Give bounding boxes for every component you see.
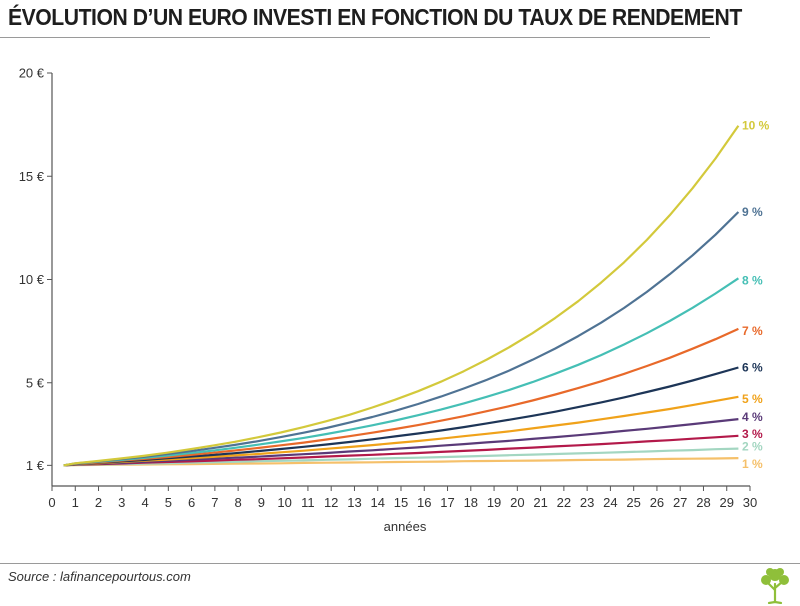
x-tick-label: 15	[394, 495, 408, 510]
x-tick-label: 24	[603, 495, 617, 510]
x-tick-label: 16	[417, 495, 431, 510]
y-tick-label: 5 €	[26, 375, 45, 390]
series-line	[63, 434, 739, 467]
x-tick-label: 9	[258, 495, 265, 510]
series-line	[63, 447, 739, 467]
series-line	[63, 366, 739, 467]
series-line	[63, 395, 739, 467]
title-divider	[0, 37, 710, 38]
x-tick-label: 5	[165, 495, 172, 510]
chart-series	[63, 125, 740, 467]
series-label: 4 %	[742, 410, 763, 424]
series-label: 2 %	[742, 440, 763, 454]
x-tick-label: 4	[141, 495, 148, 510]
y-tick-label: 20 €	[19, 66, 45, 81]
x-tick-label: 27	[673, 495, 687, 510]
tree-logo-icon	[761, 568, 789, 604]
chart-title: ÉVOLUTION D’UN EURO INVESTI EN FONCTION …	[8, 4, 742, 30]
x-tick-label: 11	[301, 495, 315, 510]
x-tick-label: 14	[370, 495, 384, 510]
x-tick-label: 26	[650, 495, 664, 510]
x-tick-label: 22	[557, 495, 571, 510]
x-tick-label: 8	[235, 495, 242, 510]
y-tick-label: 1 €	[26, 458, 45, 473]
x-tick-label: 12	[324, 495, 338, 510]
x-axis-label: années	[384, 519, 427, 534]
x-tick-label: 2	[95, 495, 102, 510]
x-tick-label: 7	[211, 495, 218, 510]
series-label: 5 %	[742, 392, 763, 406]
x-tick-label: 3	[118, 495, 125, 510]
x-tick-label: 20	[510, 495, 524, 510]
x-tick-label: 13	[347, 495, 361, 510]
series-label: 3 %	[742, 427, 763, 441]
x-tick-label: 23	[580, 495, 594, 510]
series-label: 10 %	[742, 119, 770, 133]
series-line	[63, 277, 740, 467]
x-tick-label: 25	[626, 495, 640, 510]
source-note: Source : lafinancepourtous.com	[8, 569, 191, 584]
x-tick-label: 0	[48, 495, 55, 510]
series-label: 9 %	[742, 205, 763, 219]
series-line	[63, 418, 739, 467]
series-label: 6 %	[742, 360, 763, 374]
x-tick-label: 18	[464, 495, 478, 510]
x-tick-label: 1	[72, 495, 79, 510]
x-tick-label: 30	[743, 495, 757, 510]
x-tick-label: 19	[487, 495, 501, 510]
series-line	[63, 327, 739, 467]
x-tick-label: 17	[440, 495, 454, 510]
y-tick-label: 15 €	[19, 169, 45, 184]
series-line	[63, 125, 740, 467]
y-tick-label: 10 €	[19, 272, 45, 287]
chart-axes: 0 1 2 3 4 5 6 7 8 9 10 11 12 13 14 15 16 17 18 19 20 21 22 23 24…	[19, 66, 758, 535]
line-chart: 0 1 2 3 4 5 6 7 8 9 10 11 12 13 14 15 16 17 18 19 20 21 22 23 24…	[19, 66, 770, 535]
series-line	[63, 211, 740, 467]
series-labels: 1 % 2 %3 % 4 % 5 % 6 % 7 % 8 % 9 % 10 %	[742, 119, 770, 471]
series-label: 8 %	[742, 273, 763, 287]
x-tick-label: 28	[696, 495, 710, 510]
footer-divider	[0, 563, 800, 564]
series-label: 7 %	[742, 324, 763, 338]
x-tick-label: 21	[533, 495, 547, 510]
series-label: 1 %	[742, 457, 763, 471]
x-tick-label: 6	[188, 495, 195, 510]
x-tick-label: 29	[719, 495, 733, 510]
x-tick-label: 10	[277, 495, 291, 510]
